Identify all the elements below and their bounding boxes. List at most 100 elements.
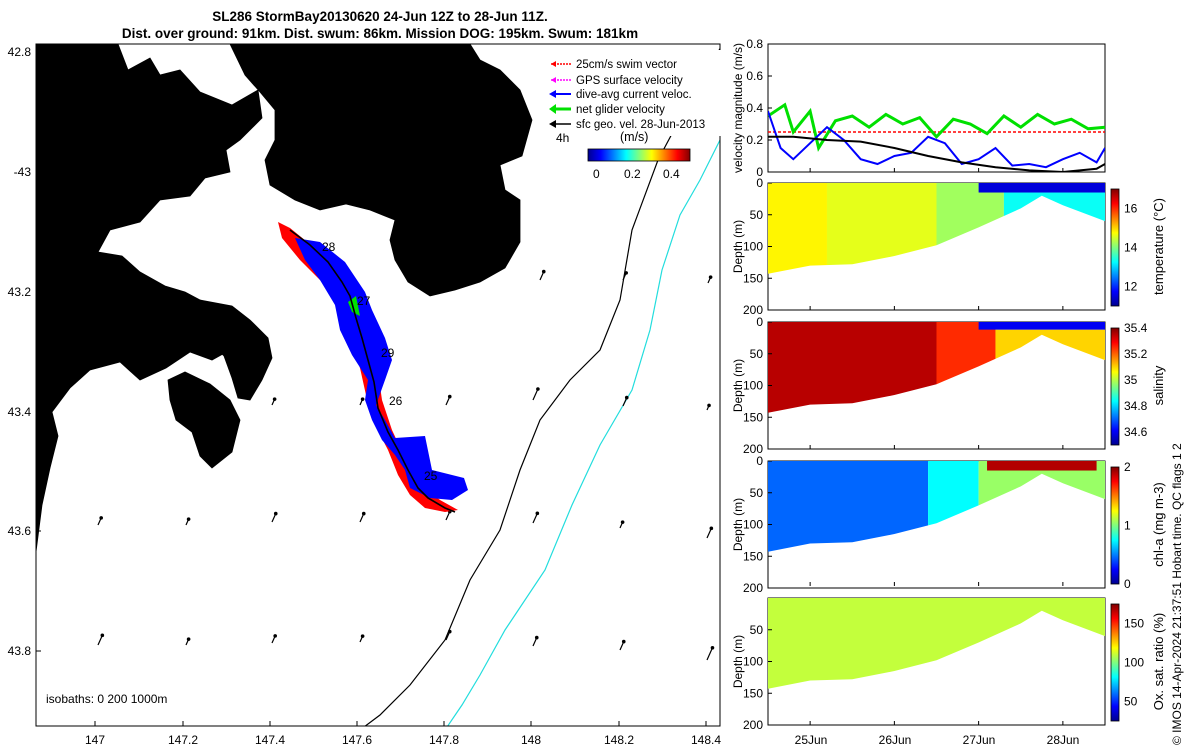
figure-title-line1: SL286 StormBay20130620 24-Jun 12Z to 28-… <box>212 9 548 24</box>
section-band <box>928 461 979 552</box>
section-colorbar <box>1110 603 1120 722</box>
glider-track <box>278 222 468 513</box>
section-ytick: 50 <box>750 623 764 637</box>
section-ytick: 100 <box>743 379 763 393</box>
isobath-200m <box>364 47 720 726</box>
colorbar-title: (m/s) <box>620 130 648 144</box>
section-band <box>978 461 1105 552</box>
geo-velocity-arrow <box>359 397 365 406</box>
geostrophic-velocity-arrows <box>97 269 715 661</box>
section-ytick: 200 <box>743 303 763 317</box>
lon-tick: 147.6 <box>342 733 372 747</box>
geo-velocity-arrow <box>706 526 714 539</box>
colorbar-tick: 100 <box>1124 656 1144 670</box>
lon-tick: 147.8 <box>429 733 459 747</box>
legend-geo-velocity: sfc geo. vel. 28-Jun-2013 <box>576 119 705 131</box>
colorbar-label: temperature (°C) <box>1151 198 1166 295</box>
section-colorbar <box>1110 466 1120 585</box>
lon-tick: 148.2 <box>604 733 634 747</box>
day-label-27: 27 <box>357 294 371 308</box>
colorbar-label: Ox. sat. ratio (%) <box>1151 613 1166 711</box>
lat-tick: 43.8 <box>8 644 32 658</box>
geo-velocity-arrow <box>707 275 713 284</box>
figure-title-line2: Dist. over ground: 91km. Dist. swum: 86k… <box>121 26 639 41</box>
section-band <box>978 183 1105 193</box>
colorbar-tick-0.2: 0.2 <box>624 167 641 181</box>
day-label-26: 26 <box>389 394 403 408</box>
colorbar-tick: 35 <box>1124 373 1138 387</box>
day-label-25: 25 <box>424 469 438 483</box>
section-ytick: 150 <box>743 686 763 700</box>
lat-tick: 43.6 <box>8 524 32 538</box>
colorbar-tick-0.4: 0.4 <box>663 167 680 181</box>
section-ytick: 100 <box>743 518 763 532</box>
section-axes <box>767 597 1106 726</box>
section-ytick: 50 <box>750 208 764 222</box>
velocity-ytick: 0.8 <box>746 37 763 51</box>
legend-glider-velocity: net glider velocity <box>576 104 665 116</box>
geo-velocity-arrow <box>706 645 715 661</box>
colorbar-tick: 1 <box>1124 519 1131 533</box>
map-legend: 25cm/s swim vector GPS surface velocity … <box>543 50 723 136</box>
velocity-ytick: 0 <box>756 165 763 179</box>
day-label-28: 28 <box>322 240 336 254</box>
lat-tick: -43 <box>14 165 32 179</box>
section-ytick: 0 <box>756 176 763 190</box>
section-band <box>1003 192 1105 274</box>
time-axis: 25Jun 26Jun 27Jun 28Jun <box>795 168 1079 747</box>
geo-velocity-arrow <box>532 511 540 524</box>
time-label: 25Jun <box>795 733 828 747</box>
geo-velocity-arrow <box>622 271 628 281</box>
geo-velocity-arrow <box>532 635 539 647</box>
section-band <box>936 322 996 413</box>
geo-velocity-arrow <box>185 517 191 526</box>
section-ytick: 150 <box>743 271 763 285</box>
colorbar-tick-0: 0 <box>593 167 600 181</box>
geo-velocity-arrow <box>359 634 365 643</box>
colorbar-tick: 2 <box>1124 460 1131 474</box>
lon-tick: 148 <box>521 733 541 747</box>
lon-tick: 147.2 <box>168 733 198 747</box>
section-band <box>768 183 827 274</box>
section-axes <box>767 321 1106 450</box>
geo-velocity-arrow <box>619 639 626 651</box>
geo-velocity-arrow <box>622 395 629 407</box>
geo-velocity-arrow <box>539 269 546 281</box>
section-band <box>995 329 1105 413</box>
velocity-series-3 <box>768 135 1105 172</box>
geo-velocity-arrow <box>532 387 540 401</box>
isobath-1000m <box>446 139 720 726</box>
isobath-label: isobaths: 0 200 1000m <box>46 692 167 706</box>
geo-velocity-arrow <box>445 629 452 641</box>
credit-line: © IMOS 14-Apr-2024 21:37:51 Hobart time.… <box>1170 443 1184 745</box>
geo-velocity-arrow <box>271 397 277 406</box>
velocity-panel: 00.20.40.60.8 velocity magnitude (m/s) <box>731 37 1106 179</box>
lon-tick: 147.4 <box>255 733 285 747</box>
section-ytick: 200 <box>743 442 763 456</box>
map-frame <box>35 43 721 727</box>
geo-velocity-arrow <box>445 394 452 406</box>
lon-tick: 148.4 <box>691 733 721 747</box>
geo-velocity-arrow <box>97 516 103 526</box>
time-label: 26Jun <box>879 733 912 747</box>
track-line <box>289 229 456 513</box>
section-band <box>936 183 1004 274</box>
velocity-series-1 <box>768 102 1105 152</box>
velocity-ytick: 0.6 <box>746 69 763 83</box>
land-tasmania-west <box>36 44 262 552</box>
land-tasman-peninsula-arm <box>168 372 240 468</box>
colorbar-tick: 16 <box>1124 202 1138 216</box>
colorbar-tick: 34.8 <box>1124 399 1148 413</box>
velocity-series-2 <box>768 110 1105 169</box>
legend-swim-vector: 25cm/s swim vector <box>576 59 677 71</box>
section-ytick: 150 <box>743 410 763 424</box>
section-band <box>768 322 937 413</box>
time-label: 27Jun <box>963 733 996 747</box>
colorbar-tick: 35.4 <box>1124 321 1148 335</box>
colorbar-tick: 50 <box>1124 695 1138 709</box>
section-ytick: 200 <box>743 581 763 595</box>
latitude-axis: 42.8 -43 43.2 43.4 43.6 43.8 <box>8 45 32 658</box>
colorbar-tick: 14 <box>1124 241 1138 255</box>
